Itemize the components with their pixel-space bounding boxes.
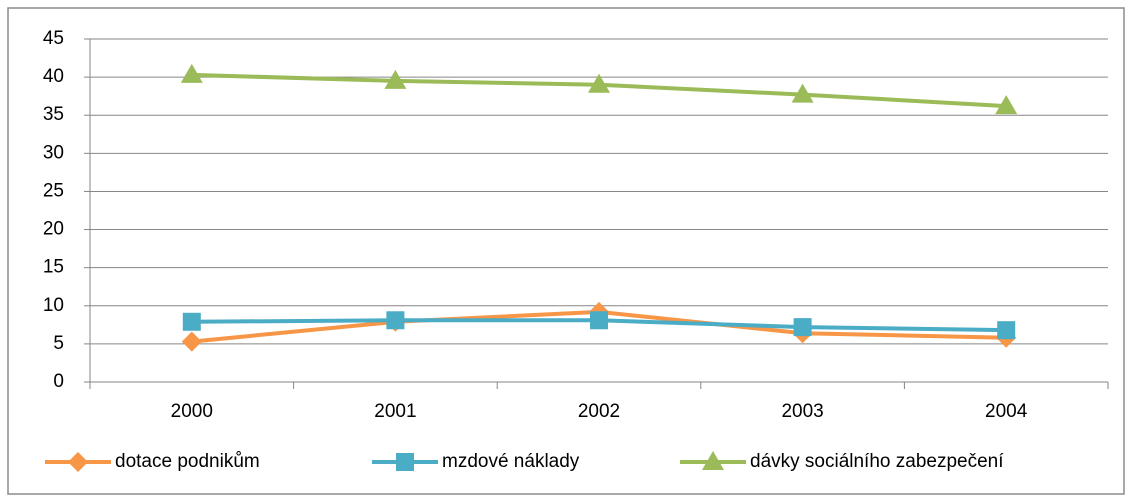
data-point bbox=[181, 331, 202, 352]
legend-marker bbox=[702, 451, 724, 470]
legend-marker bbox=[396, 453, 414, 471]
legend-marker bbox=[68, 452, 88, 472]
data-point bbox=[791, 83, 814, 103]
y-tick-label: 20 bbox=[43, 219, 64, 240]
data-point bbox=[793, 318, 812, 337]
y-tick-label: 10 bbox=[43, 295, 64, 316]
data-point bbox=[997, 321, 1016, 340]
x-tick-label: 2003 bbox=[781, 401, 823, 422]
legend-label: mzdové náklady bbox=[442, 451, 580, 472]
chart-frame bbox=[7, 7, 1125, 495]
data-point bbox=[386, 311, 405, 330]
y-tick-label: 30 bbox=[43, 142, 64, 163]
x-tick-label: 2002 bbox=[578, 401, 620, 422]
data-point bbox=[182, 312, 201, 331]
y-tick-label: 5 bbox=[53, 333, 64, 354]
y-tick-label: 0 bbox=[53, 371, 64, 392]
y-tick-label: 35 bbox=[43, 104, 64, 125]
data-point bbox=[995, 95, 1018, 115]
y-tick-label: 15 bbox=[43, 257, 64, 278]
legend-label: dotace podnikům bbox=[115, 451, 260, 472]
data-point bbox=[588, 73, 610, 93]
y-tick-label: 25 bbox=[43, 180, 64, 201]
data-point bbox=[384, 69, 407, 89]
legend-label: dávky sociálního zabezpečení bbox=[750, 451, 1004, 472]
data-point bbox=[590, 311, 608, 330]
y-tick-label: 40 bbox=[43, 66, 64, 87]
y-tick-label: 45 bbox=[43, 28, 64, 49]
x-tick-label: 2000 bbox=[171, 401, 213, 422]
x-tick-label: 2004 bbox=[985, 401, 1028, 422]
x-tick-label: 2001 bbox=[374, 401, 416, 422]
data-point bbox=[180, 63, 203, 83]
